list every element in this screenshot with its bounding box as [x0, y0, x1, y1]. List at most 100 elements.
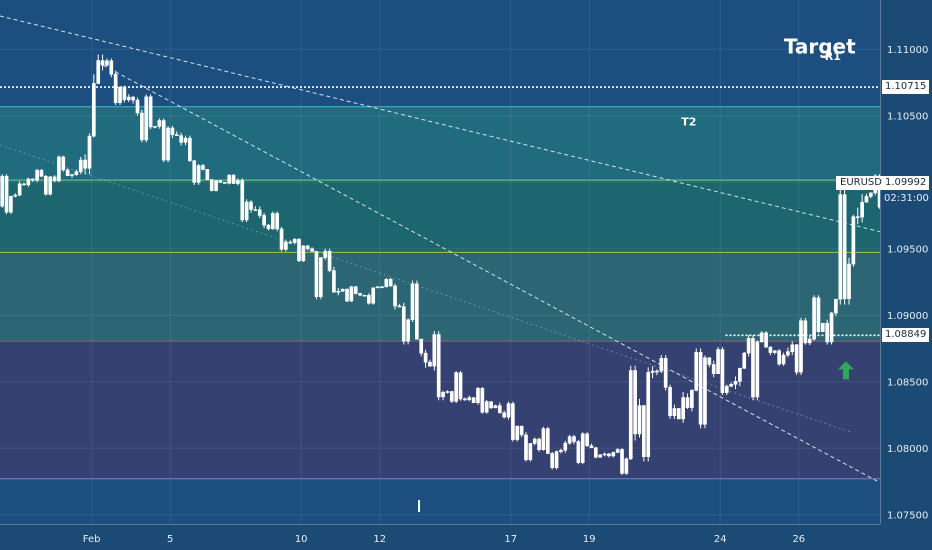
price-tick-label: 1.08000 [887, 444, 928, 455]
candle-body [869, 192, 873, 197]
candle-body [419, 338, 424, 354]
candle-body [532, 438, 537, 444]
candle-body [301, 245, 306, 262]
candle-body [35, 169, 39, 181]
candle-body [794, 344, 799, 373]
candle-body [676, 408, 681, 420]
candle-body [353, 286, 358, 294]
candle-body [44, 175, 48, 195]
candle-body [441, 392, 445, 398]
candle-body [262, 215, 266, 226]
candle-body [118, 86, 122, 104]
candle-body [432, 334, 437, 367]
candle-body [131, 96, 135, 101]
candle-body [371, 287, 376, 304]
candle-body [436, 334, 441, 398]
candle-body [148, 96, 153, 128]
candle-body [196, 165, 201, 183]
candle-body [502, 412, 506, 418]
candle-body [30, 178, 35, 181]
candle-body [759, 332, 764, 343]
candle-body [633, 370, 637, 435]
time-axis-background[interactable] [0, 524, 880, 550]
symbol-label: EURUSD [836, 176, 886, 191]
candle-body [61, 156, 66, 171]
candle-body [179, 135, 183, 143]
candle-body [467, 397, 472, 400]
candle-body [519, 425, 524, 436]
candle-body [563, 442, 568, 451]
candle-body [576, 441, 581, 463]
candle-body [738, 368, 742, 382]
candle-body [733, 381, 738, 385]
candle-body [663, 357, 668, 388]
zone-4 [0, 106, 880, 181]
candle-body [113, 73, 118, 104]
level-price-label: 1.10715 [882, 80, 930, 95]
candle-body [153, 126, 157, 128]
candle-body [13, 194, 18, 197]
candle-body [122, 86, 127, 101]
candle-body [65, 169, 70, 176]
candle-body [690, 390, 694, 408]
candle-body [567, 436, 572, 444]
candle-body [314, 251, 319, 298]
time-tick-label: 24 [714, 534, 727, 545]
countdown-label: 02:31:00 [884, 193, 929, 205]
candle-body [319, 257, 323, 298]
candle-body [724, 385, 729, 393]
candle-body [423, 352, 428, 363]
candle-body [183, 137, 188, 143]
price-tick-label: 1.09500 [887, 245, 928, 256]
candle-body [340, 288, 345, 292]
candle-body [493, 405, 498, 409]
candle-body [9, 195, 13, 213]
candle-body [803, 320, 808, 344]
candle-body [471, 397, 476, 404]
candle-body [174, 134, 179, 136]
candle-body [279, 228, 284, 250]
candle-body [249, 201, 253, 210]
candle-body [83, 159, 87, 169]
candle-body [170, 127, 175, 135]
candle-body [166, 127, 170, 161]
annotation-target: Target [784, 34, 856, 58]
candle-body [580, 433, 585, 463]
candle-body [397, 305, 402, 308]
candle-body [463, 398, 467, 401]
candle-body [144, 96, 149, 141]
candle-body [362, 294, 367, 297]
level-price-label: 1.08849 [882, 328, 930, 343]
candle-body [135, 99, 140, 114]
candle-body [506, 403, 511, 418]
candle-body [17, 183, 22, 196]
time-tick-label: 5 [167, 534, 173, 545]
candle-body [96, 60, 101, 84]
time-tick-label: 19 [583, 534, 596, 545]
candle-body [401, 306, 406, 342]
candle-body [860, 201, 864, 218]
candle-body [624, 458, 629, 474]
candle-body [484, 401, 489, 413]
candle-body [323, 250, 328, 258]
time-tick-label: 26 [792, 534, 805, 545]
candle-body [838, 194, 843, 300]
candle-body [620, 449, 624, 474]
up-arrow-icon [837, 361, 854, 380]
candle-body [716, 349, 720, 375]
candle-body [864, 196, 869, 203]
candle-body [231, 174, 236, 184]
candle-body [829, 312, 834, 343]
candle-body [834, 298, 838, 314]
candle-body [257, 209, 262, 216]
candle-body [816, 297, 821, 332]
price-tick-label: 1.10500 [887, 112, 928, 123]
candle-body [201, 165, 205, 170]
candle-body [685, 397, 690, 408]
candle-body [572, 436, 576, 442]
price-tick-label: 1.07500 [887, 511, 928, 522]
time-tick-label: Feb [83, 534, 101, 545]
candle-body [847, 263, 851, 300]
candle-body [628, 370, 633, 460]
